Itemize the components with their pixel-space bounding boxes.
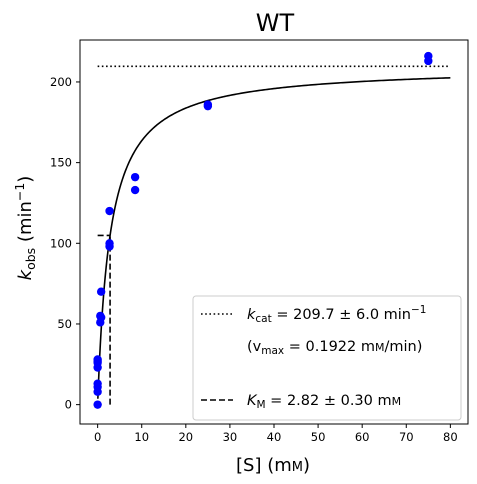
legend-vmax-label: (vmax = 0.1922 mM/min)	[247, 339, 422, 357]
legend: kcat = 209.7 ± 6.0 min−1 (vmax = 0.1922 …	[192, 295, 462, 421]
legend-box	[192, 295, 462, 421]
data-point	[96, 313, 106, 322]
y-tick-label: 100	[50, 236, 72, 250]
x-tick-label: 80	[443, 430, 458, 444]
fit-curve	[97, 77, 451, 399]
data-point	[203, 100, 213, 109]
y-tick-label: 150	[50, 156, 72, 170]
x-axis-label: [S] (mM)	[236, 455, 310, 476]
data-point	[96, 287, 106, 296]
x-tick-label: 30	[223, 430, 238, 444]
y-tick-label: 200	[50, 75, 72, 89]
plot-lines	[97, 65, 451, 405]
data-point	[105, 206, 114, 216]
legend-km-label: KM = 2.82 ± 0.30 mM	[247, 393, 401, 411]
legend-kcat-label: kcat = 209.7 ± 6.0 min−1	[247, 304, 426, 325]
y-tick-label: 50	[57, 317, 72, 331]
x-tick-label: 10	[134, 430, 149, 444]
data-point	[130, 172, 140, 182]
data-point	[424, 51, 433, 61]
y-tick-label: 0	[65, 398, 72, 412]
data-point	[130, 185, 140, 195]
data-point	[93, 379, 102, 388]
data-point	[93, 400, 102, 409]
x-tick-label: 0	[94, 430, 101, 444]
y-axis-ticks: 0 50 100 150 200	[50, 75, 80, 412]
chart-title: WT	[256, 9, 295, 37]
x-tick-label: 50	[311, 430, 326, 444]
x-tick-label: 20	[178, 430, 193, 444]
data-points	[93, 51, 433, 409]
data-point	[105, 239, 114, 248]
x-tick-label: 40	[267, 430, 282, 444]
y-axis-label: kobs (min−1)	[12, 176, 38, 281]
data-point	[93, 355, 102, 364]
x-tick-label: 70	[399, 430, 414, 444]
x-tick-label: 60	[355, 430, 370, 444]
x-axis-ticks: 0 10 20 30 40 50 60 70 80	[94, 424, 458, 444]
